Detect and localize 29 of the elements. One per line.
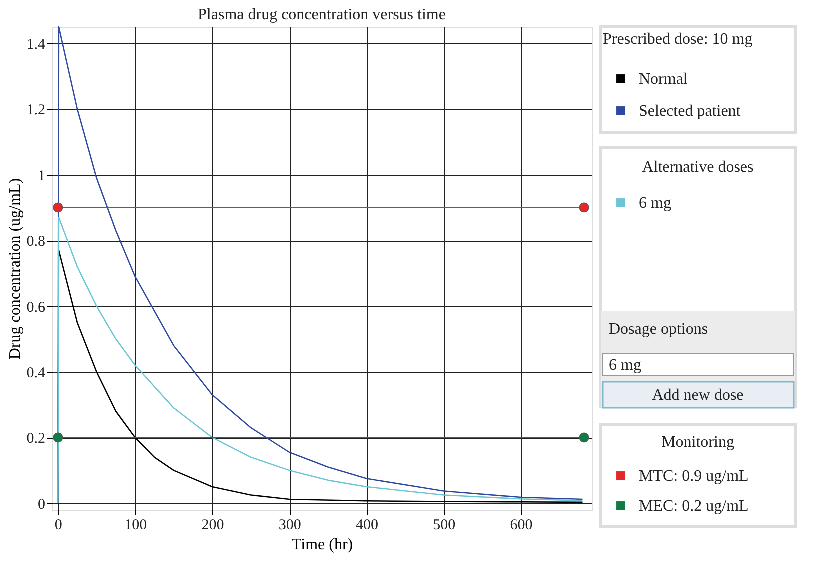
legend-title: Prescribed dose: 10 mg [603, 31, 753, 48]
legend-label: Normal [639, 71, 688, 88]
chart-title: Plasma drug concentration versus time [198, 6, 446, 24]
y-axis-title: Drug concentration (ug/mL) [6, 178, 24, 360]
y-tick-label: 1.2 [26, 102, 46, 119]
x-tick-label: 300 [278, 518, 302, 534]
x-tick-label: 500 [433, 518, 456, 534]
text: Monitoring [662, 434, 734, 451]
y-tick-label: 1 [38, 168, 46, 184]
text: Alternative doses [642, 159, 754, 176]
text: Add new dose [652, 387, 744, 404]
y-tick-label: 0.8 [26, 234, 46, 250]
legend-label: MEC: 0.2 ug/mL [639, 498, 749, 515]
x-tick-label: 400 [356, 518, 378, 534]
x-tick-label: 200 [202, 518, 224, 534]
text: Dosage options [609, 321, 708, 338]
x-tick-label: 0 [54, 518, 62, 534]
y-tick-label: 0.4 [26, 366, 46, 382]
y-tick-label: 0.6 [26, 300, 46, 316]
text: 6 mg [609, 357, 642, 374]
legend-label: 6 mg [639, 195, 672, 212]
legend-label: MTC: 0.9 ug/mL [639, 468, 749, 485]
x-tick-label: 600 [510, 518, 533, 534]
x-axis-title: Time (hr) [292, 536, 354, 554]
y-tick-label: 0.2 [26, 431, 46, 448]
y-tick-label: 0 [38, 496, 46, 513]
legend-label: Selected patient [639, 103, 742, 120]
x-tick-label: 100 [124, 518, 148, 534]
y-tick-label: 1.4 [26, 36, 46, 53]
